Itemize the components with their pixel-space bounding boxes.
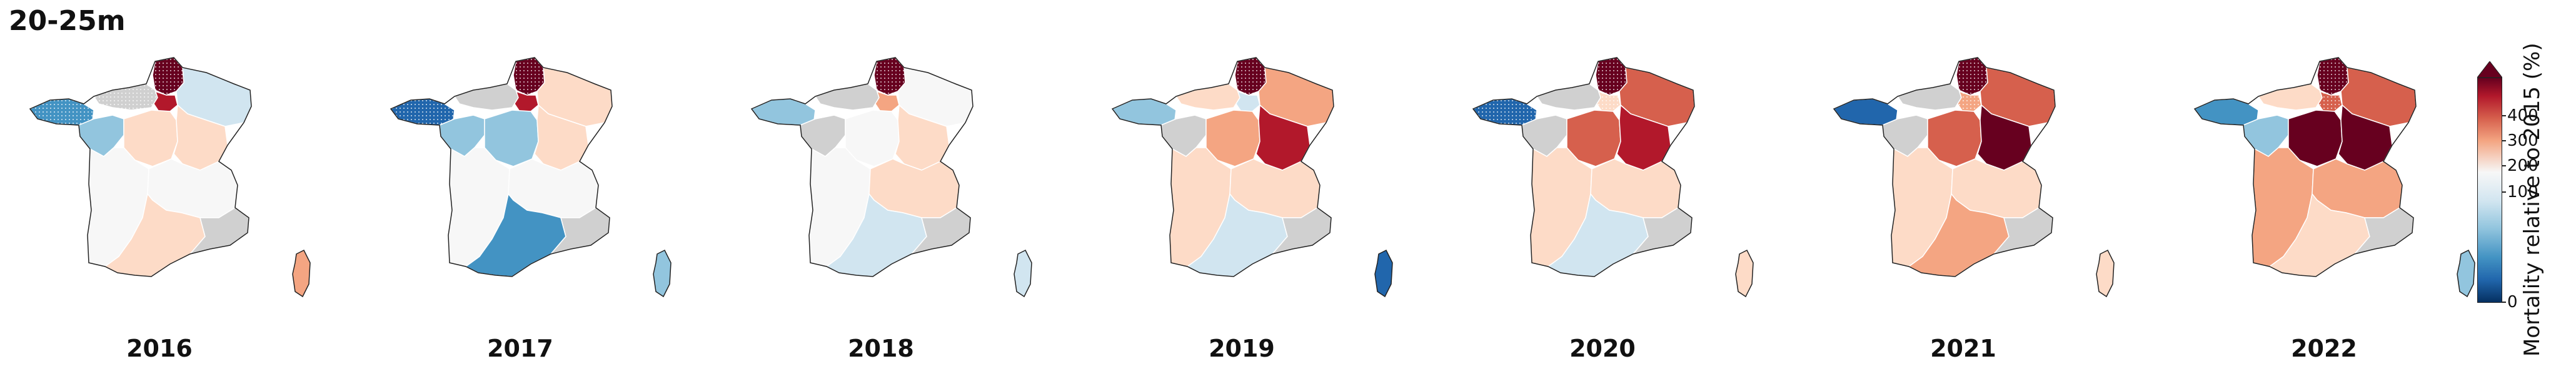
colorbar-tick-0: 0 [2502, 293, 2518, 312]
region-hatch-idf-2022 [2318, 91, 2342, 111]
mainland-outline-2019 [1111, 57, 1334, 277]
colorbar-tick-100: 100 [2502, 183, 2538, 201]
colorbar-tick-200: 200 [2502, 156, 2538, 175]
region-hatch-bretagne-2016 [30, 99, 94, 125]
region-hatch-idf-2020 [1597, 91, 1621, 111]
map-panel-2021 [1823, 50, 2148, 313]
region-idf-2016 [153, 90, 178, 112]
colorbar: 400 300 200 100 0 [2477, 61, 2538, 310]
year-label-2021: 2021 [1930, 335, 1996, 362]
france-map-2016 [29, 57, 311, 298]
mainland-outline-2016 [29, 57, 252, 277]
region-idf-2018 [875, 90, 900, 112]
year-label-2022: 2022 [2291, 335, 2357, 362]
region-corse-2020 [1735, 249, 1754, 298]
map-panel-2020 [1462, 50, 1787, 313]
colorbar-label: Mortality relative to 2015 (%) [2520, 19, 2545, 357]
figure-title: 20-25m [9, 5, 126, 37]
map-panel-2017 [380, 50, 705, 313]
region-idf-2017 [514, 90, 539, 112]
mainland-outline-2017 [390, 57, 613, 277]
year-label-2019: 2019 [1209, 335, 1275, 362]
mainland-outline-2021 [1833, 57, 2056, 277]
colorbar-label-text: Mortality relative to 2015 (%) [2520, 43, 2545, 357]
map-panel-2019 [1101, 50, 1426, 313]
region-hatch-hdf-2019 [1235, 58, 1266, 95]
france-map-2017 [390, 57, 672, 298]
region-bretagne-2022 [2193, 98, 2259, 126]
region-corse-2016 [292, 249, 311, 298]
mainland-outline-2020 [1472, 57, 1695, 277]
france-map-2020 [1472, 57, 1754, 298]
region-corse-2018 [1014, 249, 1032, 298]
colorbar-tick-300: 300 [2502, 131, 2538, 150]
region-hatch-hdf-2020 [1596, 58, 1627, 95]
region-corse-2017 [653, 249, 672, 298]
region-hatch-hdf-2018 [874, 58, 905, 95]
region-hatch-hdf-2016 [153, 58, 184, 95]
colorbar-gradient [2477, 78, 2502, 303]
france-map-2021 [1833, 57, 2115, 298]
region-corse-2022 [2457, 249, 2475, 298]
region-corse-2019 [1374, 249, 1393, 298]
region-hatch-bretagne-2020 [1473, 99, 1537, 125]
map-panel-2018 [740, 50, 1065, 313]
france-map-2018 [750, 57, 1032, 298]
region-hatch-hdf-2022 [2317, 58, 2348, 95]
year-label-2016: 2016 [126, 335, 193, 362]
mainland-outline-2022 [2193, 57, 2417, 277]
region-hatch-bretagne-2017 [391, 99, 455, 125]
region-idf-2019 [1235, 90, 1260, 112]
region-hatch-idf-2021 [1958, 91, 1981, 111]
map-panel-2022 [2183, 50, 2508, 313]
region-bretagne-2021 [1833, 98, 1898, 126]
year-label-2020: 2020 [1569, 335, 1636, 362]
region-hatch-normandie-2016 [94, 84, 158, 110]
france-map-2022 [2193, 57, 2475, 298]
region-bretagne-2019 [1111, 98, 1177, 126]
colorbar-extend-arrow [2477, 61, 2502, 78]
region-corse-2021 [2096, 249, 2115, 298]
mainland-outline-2018 [750, 57, 974, 277]
region-bretagne-2018 [750, 98, 816, 126]
france-map-2019 [1111, 57, 1393, 298]
colorbar-tick-400: 400 [2502, 106, 2538, 125]
map-panel-2016 [19, 50, 344, 313]
year-label-2018: 2018 [848, 335, 914, 362]
region-hatch-hdf-2017 [513, 58, 545, 95]
region-hatch-hdf-2021 [1956, 58, 1988, 95]
year-label-2017: 2017 [487, 335, 553, 362]
